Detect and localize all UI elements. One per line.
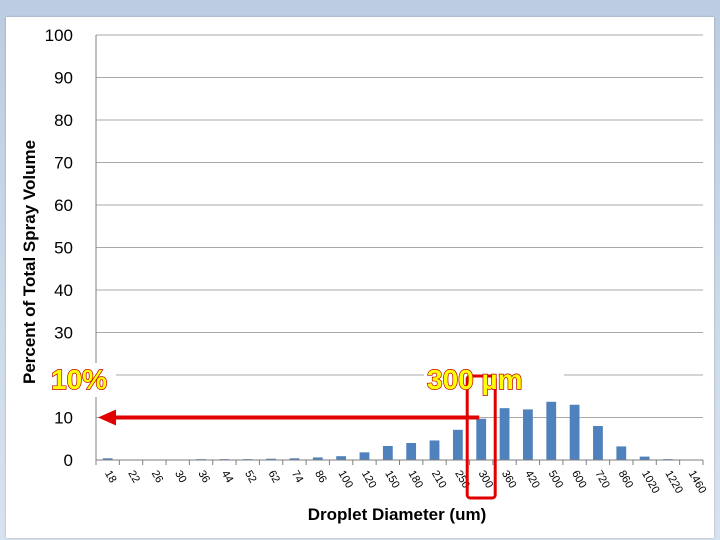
bar-1020 — [639, 456, 650, 460]
callout-10-percent-mask — [46, 363, 116, 397]
bar-300 — [476, 418, 487, 460]
y-tick-labels: 0 10 30 40 50 60 70 80 90 100 — [45, 26, 73, 470]
y-tick-label: 30 — [54, 324, 73, 343]
highlight-box-300 — [465, 374, 497, 500]
x-tick-label: 180 — [406, 469, 426, 491]
bar-360 — [499, 408, 510, 460]
spray-volume-chart: 0 10 30 40 50 60 70 80 90 100 18 22 26 30 36 44 52 62 74 8… — [20, 26, 708, 524]
y-tick-label: 90 — [54, 69, 73, 88]
x-axis-title: Droplet Diameter (um) — [308, 505, 487, 524]
y-tick-label: 40 — [54, 281, 73, 300]
x-tick-label: 150 — [382, 469, 402, 491]
bars — [102, 401, 697, 461]
x-tick-label: 36 — [195, 469, 212, 486]
y-axis-title: Percent of Total Spray Volume — [20, 140, 39, 384]
y-tick-label: 0 — [64, 451, 73, 470]
bar-500 — [546, 401, 557, 460]
x-tick-label: 360 — [499, 469, 519, 491]
x-tick-label: 1460 — [686, 469, 709, 496]
bar-860 — [616, 446, 627, 460]
y-tick-label: 60 — [54, 196, 73, 215]
bar-720 — [593, 426, 603, 460]
x-tick-label: 26 — [149, 469, 166, 486]
chart-panel: 0 10 30 40 50 60 70 80 90 100 18 22 26 30 36 44 52 62 74 8… — [6, 17, 714, 538]
bar-100 — [336, 456, 347, 460]
x-tick-label: 74 — [289, 469, 306, 486]
arrow-head — [98, 409, 116, 426]
y-tick-label: 70 — [54, 154, 73, 173]
gridlines — [96, 34, 703, 461]
y-tick-label: 80 — [54, 111, 73, 130]
x-tick-label: 22 — [125, 469, 142, 486]
x-tick-label: 210 — [429, 469, 449, 491]
x-tick-label: 30 — [172, 469, 189, 486]
x-tick-label: 1220 — [662, 469, 685, 496]
bar-120 — [359, 452, 370, 460]
y-tick-label: 100 — [45, 26, 73, 45]
bar-150 — [382, 445, 393, 460]
bar-420 — [523, 409, 533, 460]
x-tick-labels: 18 22 26 30 36 44 52 62 74 86 100 120 150 180 210 250 30… — [102, 469, 708, 496]
x-tick-label: 52 — [242, 469, 259, 486]
bar-210 — [429, 440, 440, 460]
bar-18 — [102, 458, 113, 460]
x-tick-label: 86 — [312, 469, 329, 486]
bar-86 — [312, 457, 323, 460]
x-tick-label: 420 — [522, 469, 542, 491]
x-tick-label: 860 — [616, 469, 636, 491]
x-tick-label: 500 — [546, 469, 566, 491]
bar-250 — [452, 429, 463, 460]
x-tick-label: 1020 — [639, 469, 662, 496]
bar-600 — [569, 404, 580, 460]
axes — [95, 35, 704, 465]
x-tick-label: 100 — [336, 469, 356, 491]
bar-74 — [289, 458, 300, 460]
y-tick-label: 10 — [54, 409, 73, 428]
x-tick-label: 120 — [359, 469, 379, 491]
x-tick-label: 250 — [452, 469, 472, 491]
bar-62 — [266, 458, 276, 460]
x-tick-label: 62 — [265, 469, 282, 486]
x-tick-label: 44 — [219, 469, 236, 486]
bar-180 — [406, 443, 417, 460]
annotations: 10% 300 µm — [46, 363, 564, 500]
y-tick-label: 50 — [54, 239, 73, 258]
callout-10-percent: 10% — [51, 364, 107, 395]
x-tick-label: 300 — [476, 469, 496, 491]
callout-300um: 300 µm — [427, 364, 523, 395]
x-tick-label: 18 — [102, 469, 119, 486]
x-tick-label: 600 — [569, 469, 589, 491]
x-tick-label: 720 — [592, 469, 612, 491]
